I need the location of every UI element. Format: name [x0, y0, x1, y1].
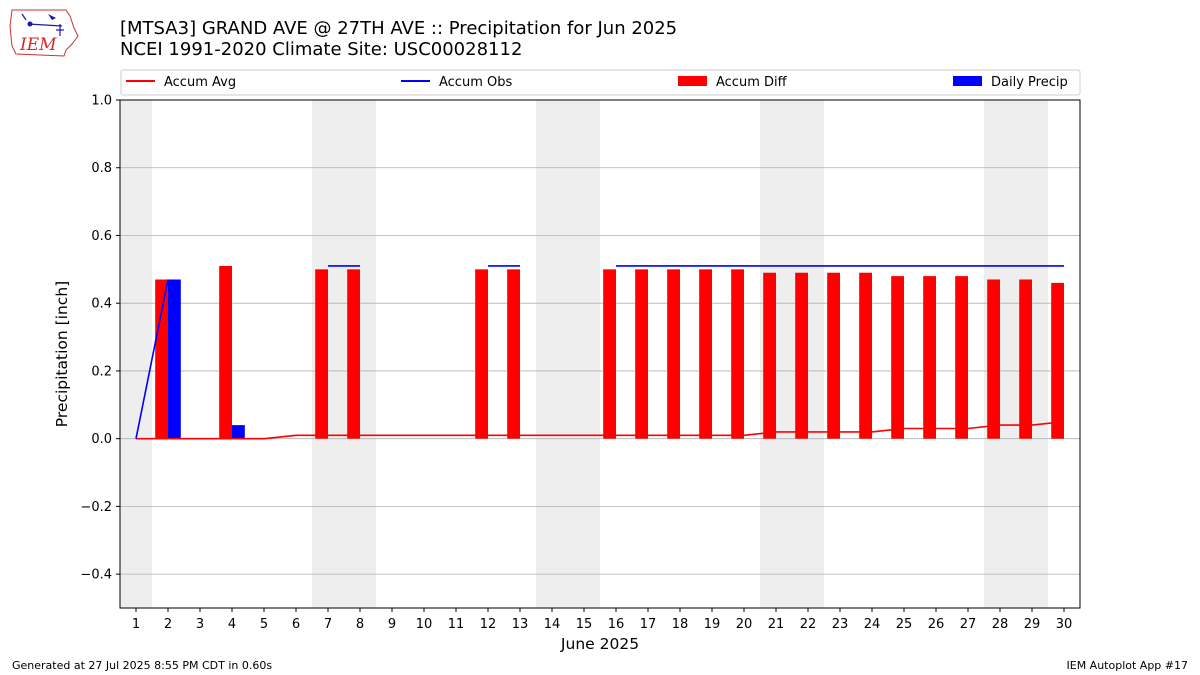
- x-tick-label-28: 28: [992, 617, 1009, 632]
- x-tick-label-2: 2: [164, 617, 172, 632]
- accum-diff-bar-day-20: [731, 269, 744, 439]
- x-tick-label-25: 25: [896, 617, 913, 632]
- app-footer: IEM Autoplot App #17: [1066, 659, 1189, 672]
- logo-text: IEM: [19, 35, 57, 55]
- weekend-band-15: [568, 100, 600, 608]
- accum-obs-line-segment-0: [135, 279, 169, 439]
- y-tick-label-2: 0.0: [91, 432, 112, 447]
- y-tick-label-5: 0.6: [91, 229, 112, 244]
- accum-diff-bar-day-16: [603, 269, 616, 439]
- accum-diff-bar-day-17: [635, 269, 648, 439]
- accum-diff-bar-day-28: [987, 279, 1000, 439]
- accum-diff-bar-day-12: [475, 269, 488, 439]
- x-tick-label-9: 9: [388, 617, 396, 632]
- x-tick-label-1: 1: [132, 617, 140, 632]
- daily-precip-bar-day-2: [168, 279, 181, 439]
- x-tick-label-24: 24: [864, 617, 881, 632]
- y-tick-label-6: 0.8: [91, 161, 112, 176]
- y-tick-label-0: −0.4: [80, 568, 112, 583]
- x-tick-label-4: 4: [228, 617, 236, 632]
- x-tick-label-6: 6: [292, 617, 300, 632]
- accum-diff-bar-day-4: [219, 265, 232, 439]
- accum-diff-bar-day-13: [507, 269, 520, 439]
- legend-swatch-2: [678, 76, 707, 86]
- x-tick-label-12: 12: [480, 617, 497, 632]
- x-tick-label-3: 3: [196, 617, 204, 632]
- x-tick-label-15: 15: [576, 617, 593, 632]
- x-tick-label-30: 30: [1056, 617, 1073, 632]
- x-tick-label-23: 23: [832, 617, 849, 632]
- accum-diff-bar-day-19: [699, 269, 712, 439]
- accum-diff-bar-day-23: [827, 272, 840, 439]
- y-tick-label-4: 0.4: [91, 297, 112, 312]
- accum-diff-bar-day-7: [315, 269, 328, 439]
- x-tick-label-8: 8: [356, 617, 364, 632]
- legend-label-0: Accum Avg: [164, 75, 236, 90]
- y-tick-label-3: 0.2: [91, 364, 112, 379]
- x-tick-label-29: 29: [1024, 617, 1041, 632]
- x-tick-label-20: 20: [736, 617, 753, 632]
- accum-diff-bar-day-21: [763, 272, 776, 439]
- y-tick-label-1: −0.2: [80, 500, 112, 515]
- accum-diff-bar-day-27: [955, 276, 968, 439]
- x-tick-label-13: 13: [512, 617, 529, 632]
- legend-label-1: Accum Obs: [439, 75, 512, 90]
- accum-diff-bar-day-29: [1019, 279, 1032, 439]
- x-tick-label-21: 21: [768, 617, 785, 632]
- accum-diff-bar-day-26: [923, 276, 936, 439]
- x-tick-label-18: 18: [672, 617, 689, 632]
- accum-diff-bar-day-25: [891, 276, 904, 439]
- weekend-band-14: [536, 100, 568, 608]
- plot-frame: [119, 99, 1081, 609]
- y-axis-label: Precipitation [inch]: [53, 281, 71, 427]
- daily-precip-bar-day-4: [232, 425, 245, 439]
- x-tick-label-27: 27: [960, 617, 977, 632]
- y-tick-label-7: 1.0: [91, 94, 112, 109]
- legend-label-3: Daily Precip: [991, 75, 1068, 90]
- accum-diff-bar-day-18: [667, 269, 680, 439]
- x-tick-label-10: 10: [416, 617, 433, 632]
- accum-diff-bar-day-8: [347, 269, 360, 439]
- x-tick-label-7: 7: [324, 617, 332, 632]
- legend-swatch-3: [953, 76, 982, 86]
- x-tick-label-22: 22: [800, 617, 817, 632]
- x-tick-label-11: 11: [448, 617, 465, 632]
- accum-diff-bar-day-30: [1051, 282, 1064, 439]
- x-tick-label-16: 16: [608, 617, 625, 632]
- weekend-band-1: [120, 100, 152, 608]
- accum-diff-bar-day-2: [155, 279, 168, 439]
- x-axis-label: June 2025: [560, 635, 639, 653]
- chart-title-line-1: [MTSA3] GRAND AVE @ 27TH AVE :: Precipit…: [120, 18, 678, 39]
- chart-title: [MTSA3] GRAND AVE @ 27TH AVE :: Precipit…: [120, 18, 677, 60]
- legend-frame: [120, 69, 1081, 96]
- chart-title-line-2: NCEI 1991-2020 Climate Site: USC00028112: [120, 39, 523, 60]
- accum-diff-bar-day-24: [859, 272, 872, 439]
- legend-label-2: Accum Diff: [716, 75, 788, 90]
- iem-logo: IEM: [9, 9, 79, 57]
- x-tick-label-5: 5: [260, 617, 268, 632]
- x-tick-label-26: 26: [928, 617, 945, 632]
- x-tick-label-14: 14: [544, 617, 561, 632]
- accum-diff-bar-day-22: [795, 272, 808, 439]
- legend: Accum Avg Accum Obs Accum Diff Daily Precip: [120, 69, 1081, 96]
- accum-avg-line-segment-0: [136, 420, 1065, 440]
- x-tick-label-17: 17: [640, 617, 657, 632]
- x-tick-label-19: 19: [704, 617, 721, 632]
- generated-footer: Generated at 27 Jul 2025 8:55 PM CDT in …: [12, 659, 273, 672]
